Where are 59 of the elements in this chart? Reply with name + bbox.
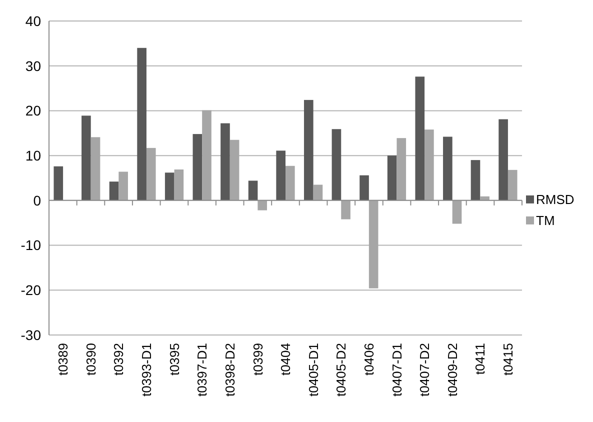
x-tick-label: t0395 [166,343,182,376]
x-tick-label: t0393-D1 [139,343,154,396]
y-tick-label: -10 [20,237,42,254]
bar [387,156,397,200]
bar [137,48,146,200]
bar [258,200,268,210]
bar [248,180,258,200]
bar [470,160,480,200]
y-tick-label: 40 [25,12,42,29]
y-tick-label: -20 [20,282,42,298]
bar [498,119,508,200]
x-tick-label: t0407-D1 [389,343,404,396]
y-tick-label: 20 [25,102,42,119]
bar [276,150,286,200]
bar [341,200,350,220]
x-tick-label: t0398-D2 [222,343,238,396]
bar [304,100,314,200]
bar [286,166,295,200]
y-tick-label: 0 [33,192,42,208]
x-tick-label: t0406 [361,343,376,376]
bar [54,166,64,200]
legend-label: RMSD [536,192,574,207]
bar [424,130,434,200]
x-tick-label: t0411 [472,343,488,375]
x-tick-label: t0392 [111,343,126,376]
y-tick-label: 30 [25,58,42,74]
bar [90,137,100,200]
x-tick-label: t0397-D1 [194,343,210,396]
x-tick-label: t0409-D2 [444,343,460,396]
x-tick-label: t0407-D2 [417,343,432,396]
x-tick-label: t0399 [250,343,266,376]
y-tick-label: -30 [20,326,42,343]
bar [230,140,240,200]
bar [368,200,378,288]
bar [443,136,452,200]
x-tick-label: t0415 [500,343,516,376]
bar [415,76,425,200]
x-tick-label: t0389 [56,343,71,376]
x-tick-label: t0405-D1 [306,343,321,396]
bar [164,172,174,200]
bar [109,182,119,200]
bar [396,138,406,200]
bar [508,170,518,200]
bar [360,175,369,200]
bar [202,110,212,200]
x-tick-label: t0405-D2 [334,343,349,396]
bar [118,172,128,200]
bar [146,148,156,200]
x-tick-label: t0404 [278,343,294,376]
bar [220,123,230,200]
y-tick-label: 10 [25,147,42,164]
bar [192,134,202,200]
bar [313,184,323,200]
x-tick-label: t0390 [83,343,98,376]
bar [452,200,462,224]
legend-label: TM [536,212,555,228]
bar [82,116,91,200]
bar [332,129,342,200]
bar [174,169,184,200]
